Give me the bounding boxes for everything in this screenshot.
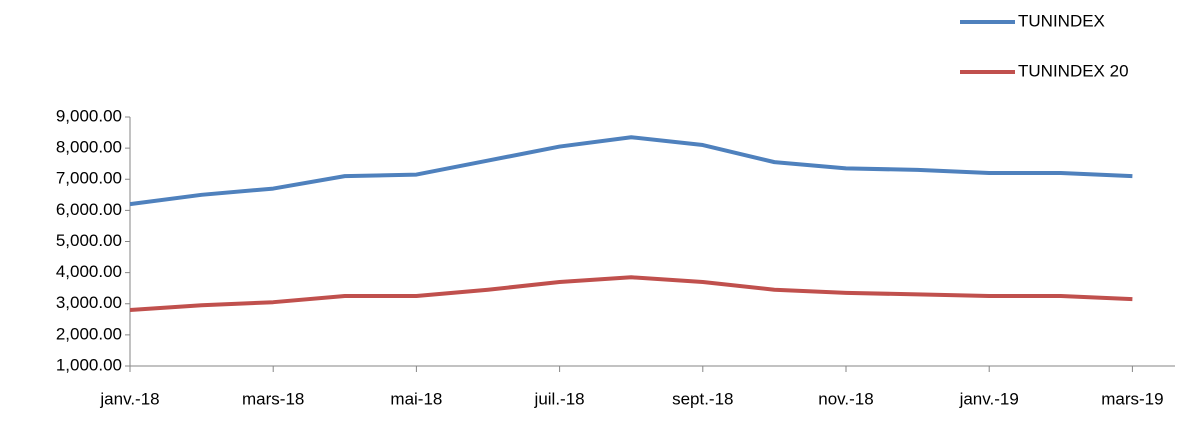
- y-tick-label: 3,000.00: [56, 293, 122, 312]
- y-tick-label: 1,000.00: [56, 355, 122, 374]
- x-tick-label: mars-19: [1101, 389, 1163, 408]
- x-tick-label: janv.-19: [959, 389, 1019, 408]
- series-line: [129, 135, 1133, 207]
- y-tick-label: 6,000.00: [56, 200, 122, 219]
- legend-label: TUNINDEX 20: [1018, 61, 1129, 80]
- series-line: [129, 275, 1133, 312]
- y-tick-label: 2,000.00: [56, 324, 122, 343]
- x-tick-label: mars-18: [242, 389, 304, 408]
- y-tick-label: 5,000.00: [56, 231, 122, 250]
- y-tick-label: 7,000.00: [56, 169, 122, 188]
- y-tick-label: 4,000.00: [56, 262, 122, 281]
- x-tick-label: juil.-18: [534, 389, 585, 408]
- x-tick-label: mai-18: [390, 389, 442, 408]
- x-tick-label: nov.-18: [818, 389, 873, 408]
- x-tick-label: janv.-18: [99, 389, 159, 408]
- legend-label: TUNINDEX: [1018, 11, 1105, 30]
- y-tick-label: 8,000.00: [56, 138, 122, 157]
- x-tick-label: sept.-18: [672, 389, 733, 408]
- y-tick-label: 9,000.00: [56, 106, 122, 125]
